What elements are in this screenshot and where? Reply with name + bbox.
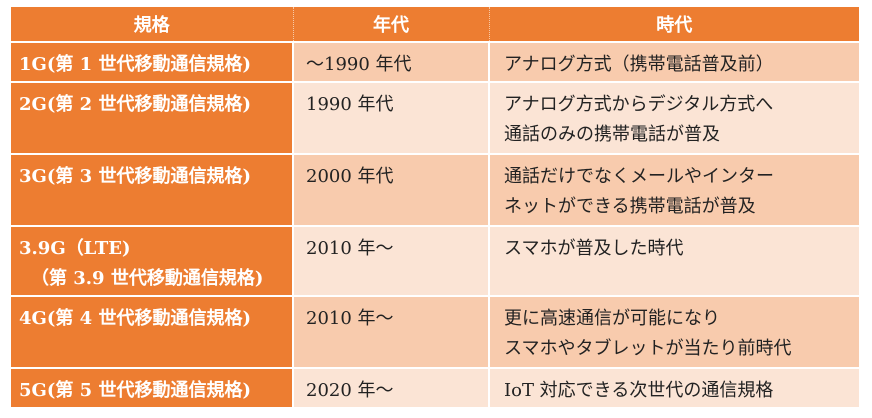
description-line: 通話だけでなくメールやインター — [504, 166, 774, 187]
header-standard: 規格 — [11, 7, 294, 43]
era-label: 2000 年代 — [306, 166, 394, 187]
generation-cell: 2G(第 2 世代移動通信規格) — [11, 82, 294, 155]
generation-label-line2: （第 3.9 世代移動通信規格) — [31, 268, 264, 289]
description-cell: 通話だけでなくメールやインター ネットができる携帯電話が普及 — [489, 154, 859, 227]
description-line: アナログ方式からデジタル方式へ — [504, 94, 774, 115]
era-cell: 2010 年～ — [293, 226, 490, 297]
description-cell: 更に高速通信が可能になりスマホやタブレットが当たり前時代 — [489, 296, 859, 369]
generation-cell: 3G(第 3 世代移動通信規格) — [11, 154, 294, 227]
header-period: 時代 — [489, 7, 859, 43]
header-era: 年代 — [293, 7, 490, 43]
description-cell: スマホが普及した時代 — [489, 226, 859, 297]
era-cell: 2000 年代 — [293, 154, 490, 227]
mobile-generations-table: 規格 年代 時代 1G(第 1 世代移動通信規格) ～1990 年代 アナログ方… — [11, 7, 859, 409]
description-line: スマホやタブレットが当たり前時代 — [504, 338, 792, 359]
table-row: 3.9G（LTE) （第 3.9 世代移動通信規格) 2010 年～ スマホが普及… — [11, 226, 859, 297]
generation-cell: 5G(第 5 世代移動通信規格) — [11, 368, 294, 409]
table-row: 5G(第 5 世代移動通信規格) 2020 年～ IoT 対応できる次世代の通信… — [11, 368, 859, 409]
description-cell: アナログ方式（携帯電話普及前） — [489, 42, 859, 83]
era-label: 2010 年～ — [306, 238, 394, 259]
era-label: 1990 年代 — [306, 94, 394, 115]
description-line: 更に高速通信が可能になり — [504, 308, 720, 329]
era-cell: ～1990 年代 — [293, 42, 490, 83]
generation-label: 5G(第 5 世代移動通信規格) — [19, 380, 251, 401]
era-label: ～1990 年代 — [306, 54, 412, 75]
table-row: 3G(第 3 世代移動通信規格) 2000 年代 通話だけでなくメールやインター… — [11, 154, 859, 227]
generation-cell: 3.9G（LTE) （第 3.9 世代移動通信規格) — [11, 226, 294, 297]
era-label: 2010 年～ — [306, 308, 394, 329]
generation-cell: 4G(第 4 世代移動通信規格) — [11, 296, 294, 369]
table-header-row: 規格 年代 時代 — [11, 7, 859, 43]
table-row: 2G(第 2 世代移動通信規格) 1990 年代 アナログ方式からデジタル方式へ… — [11, 82, 859, 155]
era-cell: 2020 年～ — [293, 368, 490, 409]
description-line: アナログ方式（携帯電話普及前） — [504, 54, 774, 75]
era-cell: 1990 年代 — [293, 82, 490, 155]
description-line: スマホが普及した時代 — [504, 238, 684, 259]
table-row: 4G(第 4 世代移動通信規格) 2010 年～ 更に高速通信が可能になりスマホ… — [11, 296, 859, 369]
generation-label: 3G(第 3 世代移動通信規格) — [19, 166, 251, 187]
generation-label: 3.9G（LTE) — [19, 238, 131, 259]
description-line: IoT 対応できる次世代の通信規格 — [504, 380, 774, 401]
generation-label: 2G(第 2 世代移動通信規格) — [19, 94, 251, 115]
description-line: 通話のみの携帯電話が普及 — [504, 124, 720, 145]
generation-label: 1G(第 1 世代移動通信規格) — [19, 54, 251, 75]
description-cell: アナログ方式からデジタル方式へ 通話のみの携帯電話が普及 — [489, 82, 859, 155]
era-label: 2020 年～ — [306, 380, 394, 401]
description-line: ネットができる携帯電話が普及 — [504, 196, 756, 217]
table-row: 1G(第 1 世代移動通信規格) ～1990 年代 アナログ方式（携帯電話普及前… — [11, 42, 859, 83]
era-cell: 2010 年～ — [293, 296, 490, 369]
generation-cell: 1G(第 1 世代移動通信規格) — [11, 42, 294, 83]
description-cell: IoT 対応できる次世代の通信規格 — [489, 368, 859, 409]
generation-label: 4G(第 4 世代移動通信規格) — [19, 308, 251, 329]
